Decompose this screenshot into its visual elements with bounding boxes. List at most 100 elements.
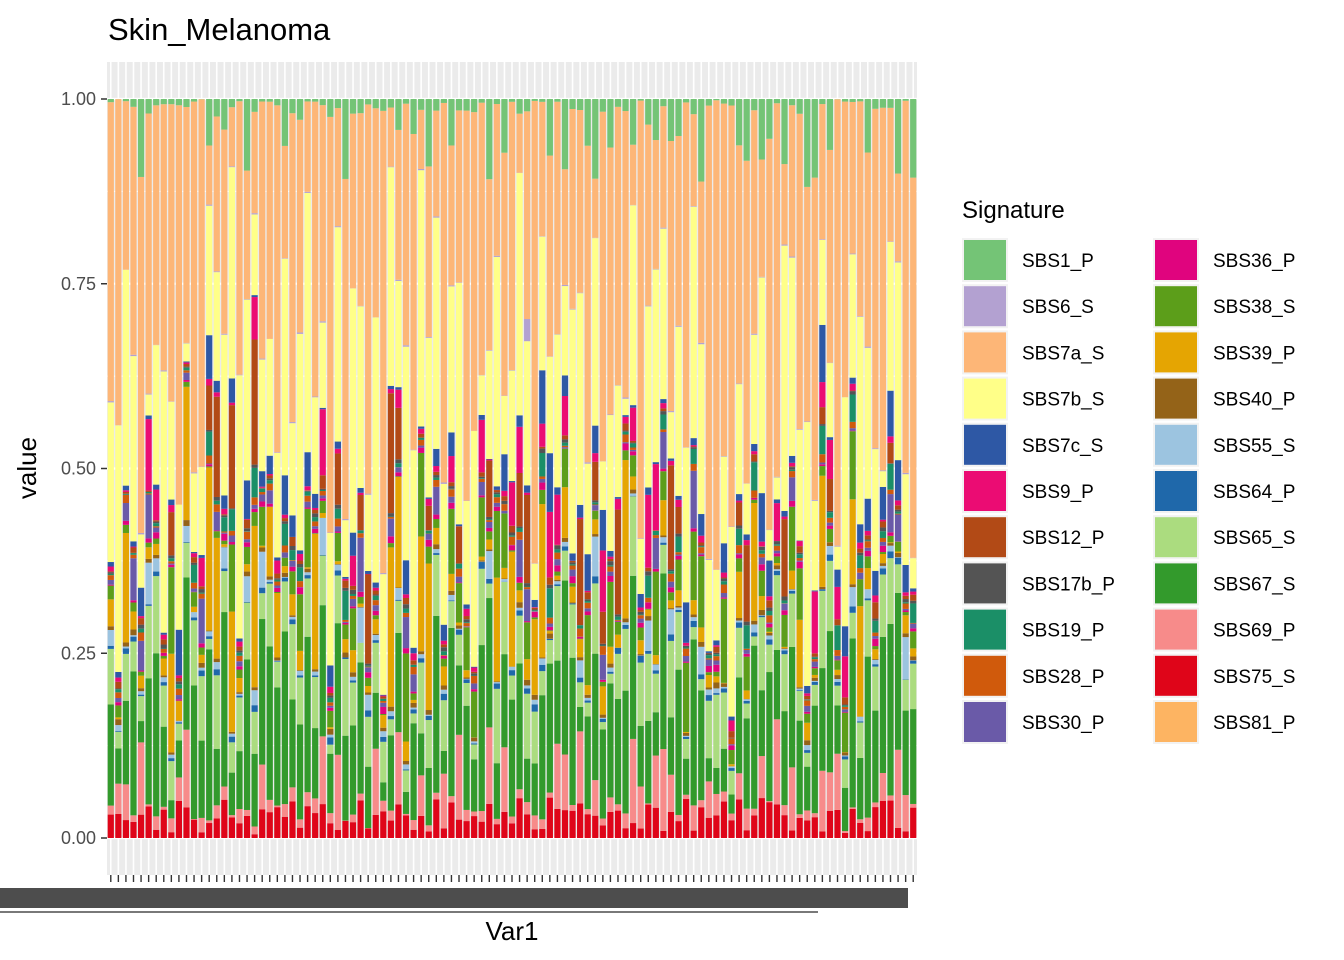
bar-segment-sbs55-s <box>259 551 266 588</box>
bar-segment-sbs39-p <box>508 551 516 667</box>
bar-segment-sbs9-p <box>463 608 470 617</box>
bar-segment-sbs17b-p <box>365 663 372 666</box>
bar-segment-sbs67-s <box>486 598 493 728</box>
bar-segment-sbs38-s <box>879 552 887 555</box>
bar-segment-sbs55-s <box>796 688 803 691</box>
bar-segment-sbs69-p <box>645 803 652 805</box>
bar-segment-sbs67-s <box>425 767 432 826</box>
bar-segment-sbs7b-s <box>228 167 236 379</box>
bar-segment-sbs6-s <box>251 213 258 215</box>
bar-segment-sbs55-s <box>902 637 909 680</box>
bar-segment-sbs6-s <box>705 558 712 560</box>
bar-segment-sbs75-s <box>826 810 834 838</box>
bar-segment-sbs12-p <box>516 473 523 527</box>
bar-segment-sbs64-p <box>599 718 606 723</box>
bar-segment-sbs67-s <box>857 757 864 820</box>
bar-segment-sbs67-s <box>849 638 856 808</box>
bar-segment-sbs9-p <box>804 693 811 696</box>
bar-segment-sbs39-p <box>168 653 175 753</box>
bar-segment-sbs12-p <box>433 471 440 476</box>
bar-segment-sbs7b-s <box>486 350 493 459</box>
bar-segment-sbs39-p <box>342 639 349 653</box>
bar-segment-sbs38-s <box>372 615 379 620</box>
bar-segment-sbs38-s <box>910 631 917 649</box>
bar-segment-sbs75-s <box>206 823 213 838</box>
bar-segment-sbs19-p <box>319 489 326 491</box>
bar-segment-sbs9-p <box>811 591 818 654</box>
bar-segment-sbs75-s <box>705 817 712 838</box>
bar-segment-sbs6-s <box>130 354 137 357</box>
bar-segment-sbs19-p <box>145 491 152 494</box>
bar-segment-sbs65-s <box>713 694 720 768</box>
bar-segment-sbs19-p <box>531 610 538 612</box>
bar-segment-sbs39-p <box>221 544 228 547</box>
bar-segment-sbs38-s <box>652 571 659 656</box>
bar-segment-sbs28-p <box>296 581 304 588</box>
bar-segment-sbs7c-s <box>418 426 425 429</box>
bar-segment-sbs28-p <box>183 370 190 373</box>
bar-segment-sbs67-s <box>137 721 145 743</box>
bar-segment-sbs12-p <box>175 677 183 682</box>
bar-segment-sbs28-p <box>857 568 864 573</box>
bar-segment-sbs67-s <box>213 748 220 806</box>
bar-segment-sbs67-s <box>115 748 122 784</box>
bar-segment-sbs69-p <box>213 805 220 819</box>
bar-segment-sbs12-p <box>183 364 190 367</box>
bar-segment-sbs7c-s <box>508 481 516 483</box>
bar-segment-sbs30-p <box>168 563 175 565</box>
bar-segment-sbs75-s <box>418 815 425 838</box>
bar-segment-sbs30-p <box>175 695 183 700</box>
bar-segment-sbs64-p <box>183 541 190 543</box>
bar-segment-sbs19-p <box>819 425 826 455</box>
bar-segment-sbs67-s <box>455 665 463 735</box>
x-tick-label-band <box>0 888 908 908</box>
bar-segment-sbs7b-s <box>758 277 765 494</box>
bar-segment-sbs69-p <box>243 809 251 816</box>
bar-segment-sbs9-p <box>357 492 364 496</box>
bar-segment-sbs19-p <box>645 575 652 598</box>
bar-segment-sbs64-p <box>471 743 478 745</box>
bar-segment-sbs17b-p <box>561 439 569 443</box>
bar-segment-sbs17b-p <box>667 569 675 572</box>
bar-segment-sbs69-p <box>637 786 644 829</box>
bar-segment-sbs19-p <box>614 616 622 620</box>
bar-segment-sbs30-p <box>841 709 849 712</box>
bar-segment-sbs55-s <box>864 589 871 599</box>
bar-segment-sbs19-p <box>153 523 160 527</box>
bar-segment-sbs17b-p <box>675 533 682 537</box>
bar-segment-sbs6-s <box>675 325 682 327</box>
bar-segment-sbs17b-p <box>607 561 614 566</box>
bar-segment-sbs64-p <box>206 636 213 639</box>
bar-segment-sbs30-p <box>206 463 213 465</box>
bar-segment-sbs55-s <box>243 576 251 602</box>
bar-segment-sbs7c-s <box>478 415 485 420</box>
bar-segment-sbs7a-s <box>175 105 183 505</box>
bar-segment-sbs6-s <box>857 316 864 317</box>
bar-segment-sbs9-p <box>471 667 478 672</box>
bar-segment-sbs75-s <box>319 804 326 838</box>
bar-segment-sbs28-p <box>190 582 198 589</box>
bar-segment-sbs40-p <box>819 586 826 590</box>
bar-segment-sbs7b-s <box>773 477 781 500</box>
bar-segment-sbs7c-s <box>546 453 553 512</box>
bar-segment-sbs75-s <box>153 829 160 838</box>
bar-segment-sbs7a-s <box>221 129 228 334</box>
bar-segment-sbs38-s <box>130 602 137 612</box>
bar-segment-sbs17b-p <box>402 604 410 609</box>
bar-segment-sbs7a-s <box>736 145 743 384</box>
legend-label: SBS67_S <box>1213 574 1295 595</box>
bar-segment-sbs30-p <box>569 569 576 577</box>
bar-segment-sbs38-s <box>645 608 652 610</box>
bar-segment-sbs75-s <box>849 808 856 838</box>
bar-segment-sbs30-p <box>455 576 463 583</box>
legend-label: SBS55_S <box>1213 436 1295 457</box>
bar-segment-sbs7b-s <box>455 282 463 525</box>
bar-segment-sbs30-p <box>274 585 281 588</box>
bar-segment-sbs39-p <box>349 650 357 673</box>
bar-segment-sbs38-s <box>667 592 675 601</box>
bar-segment-sbs30-p <box>266 490 273 504</box>
legend-label: SBS6_S <box>1022 297 1094 318</box>
bar-segment-sbs9-p <box>418 428 425 434</box>
bar-segment-sbs19-p <box>289 550 296 561</box>
bar-segment-sbs7c-s <box>190 552 198 554</box>
